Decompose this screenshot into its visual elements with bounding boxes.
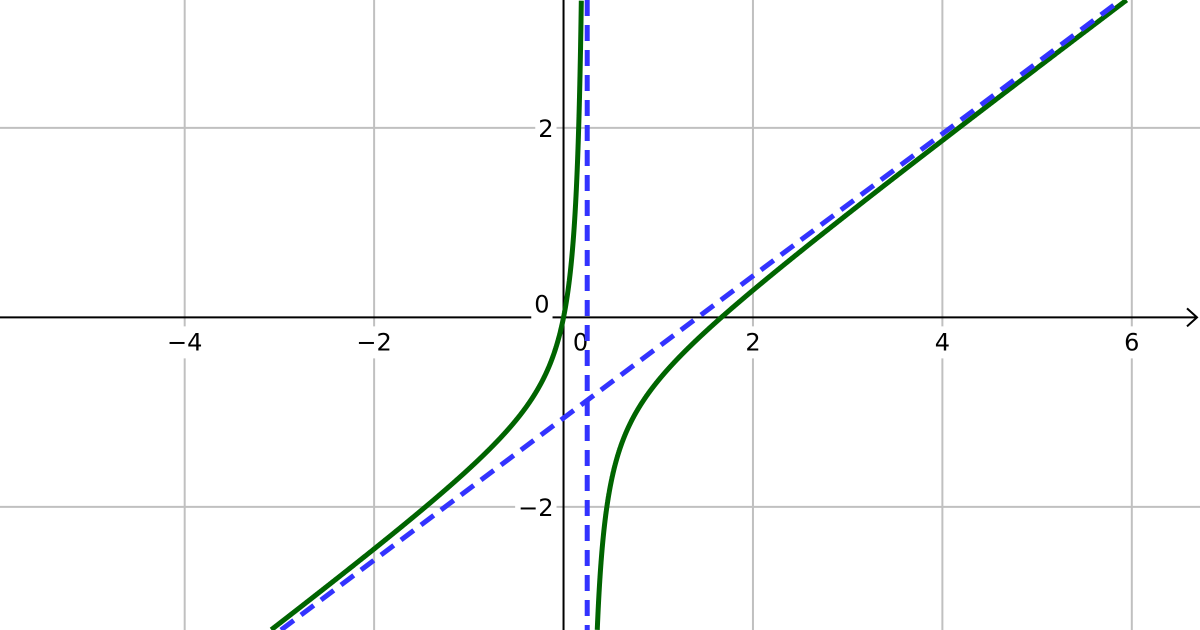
x-axis-arrow-icon	[1186, 307, 1199, 328]
x-tick-label: 6	[1124, 328, 1139, 356]
curves	[269, 0, 1129, 630]
x-tick-label: 4	[935, 328, 950, 356]
tick-label-backdrop	[1121, 326, 1143, 359]
tick-label-backdrop	[163, 326, 206, 359]
x-origin-label: 0	[573, 328, 588, 356]
tick-label-backdrop	[515, 491, 557, 524]
tick-label-backdrop	[931, 326, 954, 359]
y-origin-label: 0	[534, 290, 549, 318]
oblique-asymptote-line	[279, 0, 1123, 630]
tick-label-backdrop	[531, 288, 553, 321]
tick-labels: −4 −2 2 4 6 −2 2 00	[163, 112, 1143, 524]
x-tick-label: 2	[745, 328, 760, 356]
x-tick-label: −4	[167, 328, 202, 356]
y-tick-label: 2	[538, 115, 553, 143]
function-curve-branch	[269, 0, 584, 630]
x-tick-label: −2	[356, 328, 391, 356]
y-tick-label: −2	[518, 494, 553, 522]
tick-label-backdrop	[353, 326, 395, 359]
function-curve-branch	[594, 0, 1129, 630]
tick-label-backdrop	[742, 326, 764, 359]
tick-label-backdrop	[535, 112, 557, 145]
